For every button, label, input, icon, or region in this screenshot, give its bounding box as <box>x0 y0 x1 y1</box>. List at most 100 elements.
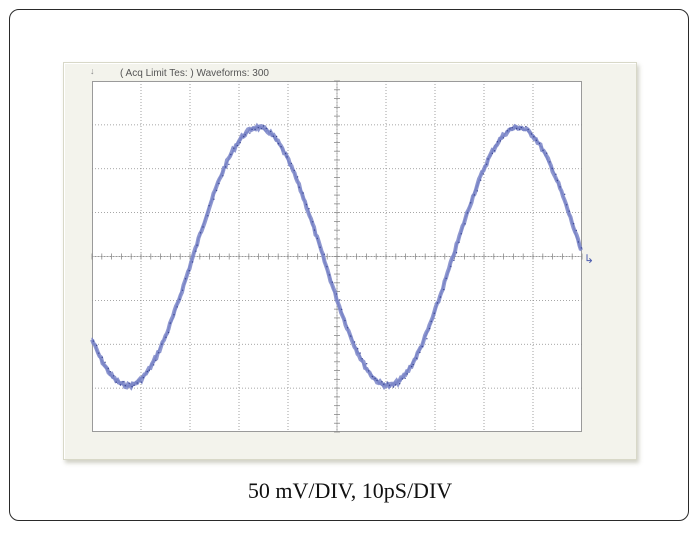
waveform-sample <box>538 142 541 145</box>
waveform-sample <box>445 277 447 280</box>
waveform-sample <box>406 373 408 375</box>
waveform-sample <box>460 233 462 235</box>
waveform-sample <box>202 226 204 228</box>
waveform-sample <box>122 381 124 383</box>
waveform-sample <box>323 253 325 255</box>
waveform-sample <box>208 205 210 207</box>
waveform-sample <box>506 130 508 132</box>
waveform-sample <box>556 179 559 182</box>
waveform-sample <box>173 314 175 316</box>
waveform-sample <box>491 152 494 155</box>
waveform-sample <box>326 266 328 268</box>
waveform-sample <box>476 190 478 192</box>
waveform-sample <box>165 336 167 338</box>
waveform-sample <box>176 306 178 308</box>
waveform-sample <box>302 192 304 194</box>
waveform-sample <box>419 351 421 354</box>
waveform-sample <box>101 356 103 359</box>
waveform-sample <box>383 383 385 385</box>
waveform-sample <box>308 208 310 210</box>
waveform-trace <box>90 122 583 391</box>
waveform-sample <box>249 132 251 134</box>
waveform-sample <box>312 221 314 223</box>
waveform-sample <box>131 386 133 388</box>
waveform-sample <box>331 281 334 283</box>
waveform-sample <box>502 137 505 139</box>
waveform-sample <box>119 384 122 386</box>
waveform-sample <box>207 215 209 217</box>
waveform-sample <box>527 128 529 131</box>
waveform-sample <box>366 363 368 365</box>
waveform-sample <box>464 223 466 225</box>
waveform-sample <box>98 352 100 354</box>
waveform-sample <box>416 357 418 359</box>
waveform-sample <box>361 358 363 360</box>
waveform-sample <box>218 182 220 185</box>
waveform-sample <box>344 319 346 322</box>
waveform-sample <box>270 130 272 133</box>
waveform-sample <box>254 128 256 131</box>
waveform-sample <box>374 377 376 380</box>
waveform-sample <box>179 298 181 300</box>
waveform-sample <box>341 308 343 311</box>
waveform-sample <box>559 186 561 188</box>
waveform-sample <box>533 136 535 138</box>
waveform-sample <box>161 343 163 345</box>
waveform-sample <box>265 127 267 129</box>
waveform-sample <box>577 241 580 243</box>
waveform-sample <box>222 175 224 177</box>
waveform-sample <box>146 370 148 373</box>
waveform-sample <box>290 162 293 165</box>
waveform-sample <box>381 381 383 383</box>
waveform-sample <box>169 322 171 324</box>
waveform-sample <box>109 371 112 373</box>
waveform-sample <box>439 296 442 298</box>
waveform-sample <box>551 167 553 170</box>
waveform-sample <box>399 383 401 385</box>
waveform-sample <box>511 127 513 129</box>
waveform-sample <box>115 381 117 383</box>
waveform-sample <box>257 127 259 129</box>
waveform-sample <box>236 145 239 147</box>
waveform-sample <box>580 247 583 249</box>
waveform-sample <box>272 135 274 137</box>
waveform-sample <box>153 364 155 366</box>
waveform-sample <box>394 384 397 386</box>
waveform-sample <box>568 210 570 212</box>
waveform-sample <box>433 312 435 314</box>
waveform-sample <box>546 152 548 154</box>
waveform-sample <box>564 193 566 195</box>
waveform-sample <box>339 299 341 301</box>
waveform-sample <box>313 229 316 231</box>
waveform-sample <box>436 302 439 304</box>
waveform-sample <box>155 359 157 362</box>
waveform-sample <box>136 382 138 384</box>
waveform-sample <box>509 128 511 130</box>
waveform-sample <box>453 259 455 262</box>
waveform-sample <box>496 141 498 143</box>
waveform-sample <box>196 244 198 246</box>
waveform-sample <box>487 158 489 160</box>
graticule-grid <box>91 80 583 433</box>
waveform-sample <box>181 289 184 291</box>
waveform-sample <box>555 173 557 175</box>
waveform-sample <box>277 143 280 145</box>
waveform-sample <box>104 361 106 363</box>
waveform-sample <box>124 385 127 387</box>
waveform-sample <box>359 352 361 354</box>
waveform-sample <box>148 369 150 371</box>
waveform-sample <box>401 378 404 380</box>
waveform-sample <box>482 173 484 175</box>
waveform-sample <box>286 156 288 158</box>
waveform-sample <box>280 146 282 148</box>
waveform-sample <box>572 223 575 225</box>
waveform-sample <box>392 386 395 388</box>
waveform-sample <box>469 202 472 204</box>
waveform-sample <box>184 278 187 280</box>
waveform-sample <box>319 246 321 248</box>
waveform-sample <box>243 135 245 138</box>
waveform-sample <box>412 363 414 366</box>
waveform-sample <box>251 128 253 131</box>
trigger-level-marker: ↓ <box>90 66 95 76</box>
